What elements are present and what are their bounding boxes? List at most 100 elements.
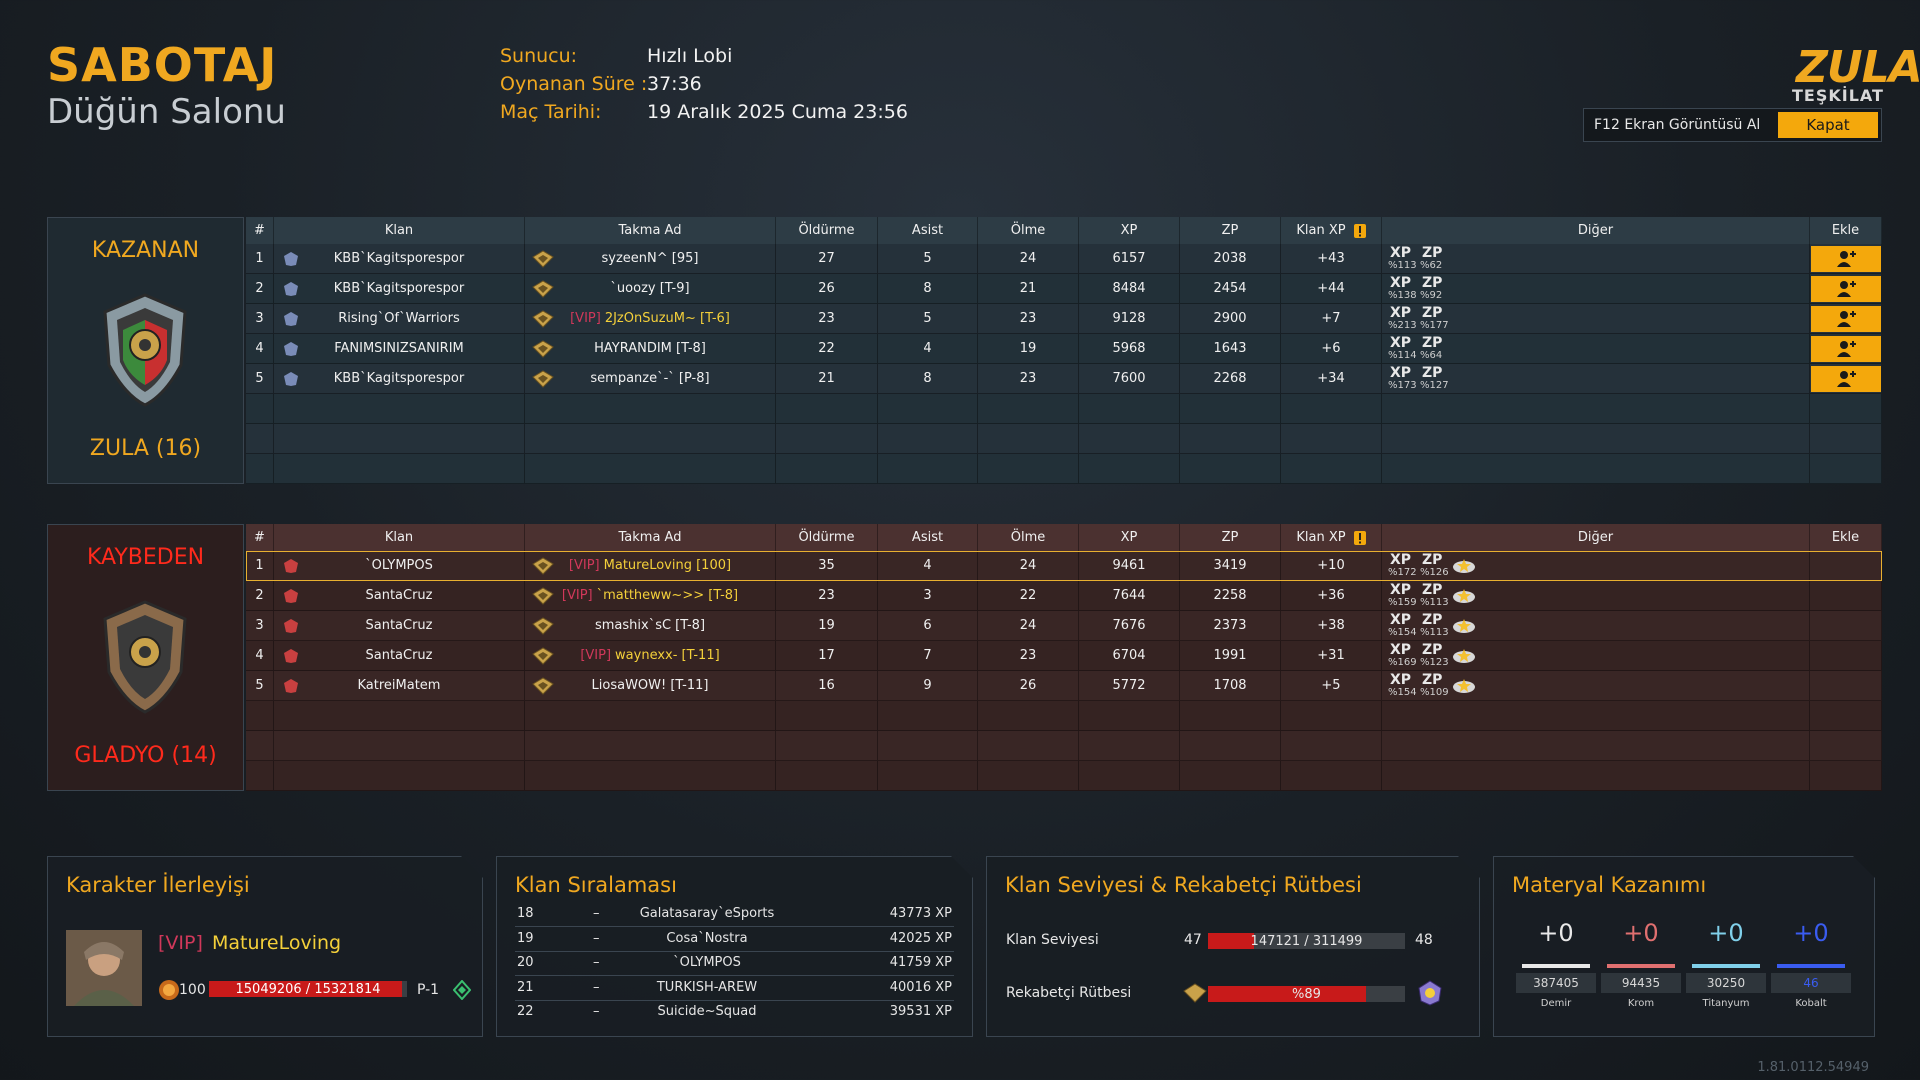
table-cell: 17 (776, 641, 878, 671)
bonus-value: %213 (1388, 319, 1417, 331)
table-cell: +6 (1281, 334, 1382, 364)
cell-text: 8484 (1112, 281, 1146, 296)
table-cell (1180, 761, 1281, 791)
panel-title: Karakter İlerleyişi (66, 873, 250, 897)
material-total: 46 (1771, 973, 1851, 993)
level-bar-fill (1208, 933, 1254, 949)
bonus-value: %92 (1420, 289, 1443, 301)
table-cell: 8 (878, 364, 978, 394)
add-friend-button[interactable] (1811, 306, 1881, 332)
clan-icon (282, 341, 300, 357)
table-cell (1810, 671, 1882, 701)
rank-badge (531, 339, 555, 359)
cell-text: 4 (255, 341, 264, 356)
table-cell: 24 (978, 551, 1079, 581)
close-button[interactable]: Kapat (1778, 112, 1878, 138)
bonus-value: %113 (1420, 596, 1449, 608)
table-cell (776, 761, 878, 791)
table-cell: 26 (978, 671, 1079, 701)
table-cell (525, 424, 776, 454)
clan-name: KBB`Kagitsporespor (333, 281, 465, 296)
clan-name: KatreiMatem (357, 678, 441, 693)
bonus-value: %169 (1388, 656, 1417, 668)
cell-text: 1643 (1213, 341, 1247, 356)
column-header: Takma Ad (525, 524, 776, 551)
table-cell: +34 (1281, 364, 1382, 394)
rank-progress: %89 (1292, 987, 1321, 1002)
add-friend-button[interactable] (1811, 246, 1881, 272)
table-cell: 23 (978, 641, 1079, 671)
table-cell: 4 (246, 641, 274, 671)
table-cell: 5 (878, 244, 978, 274)
add-friend-button[interactable] (1811, 336, 1881, 362)
table-cell: 8 (878, 274, 978, 304)
bonus-value: %109 (1420, 686, 1449, 698)
column-header: # (246, 217, 274, 244)
stars-badge (1452, 617, 1476, 635)
table-cell (274, 424, 525, 454)
table-cell (1281, 424, 1382, 454)
level-icon (158, 979, 180, 1001)
table-cell: 24 (978, 244, 1079, 274)
table-cell (1810, 611, 1882, 641)
bonus: XP %173 (1388, 365, 1418, 393)
game-mode: SABOTAJ (47, 38, 278, 92)
cell-text: 5 (923, 311, 932, 326)
cell-text: 3 (923, 588, 932, 603)
table-cell: 2038 (1180, 244, 1281, 274)
table-cell: 22 (776, 334, 878, 364)
nickname: waynexx- [T-11] (615, 648, 720, 663)
rank-bar-fill (1208, 986, 1366, 1002)
nickname: HAYRANDIM [T-8] (594, 341, 706, 356)
table-cell: 5 (878, 304, 978, 334)
clan-level: 47 (1184, 932, 1202, 948)
table-cell: KBB`Kagitsporespor (274, 244, 525, 274)
clan-xp: 40016 XP (889, 979, 952, 995)
cell-text: 5 (255, 371, 264, 386)
table-cell (1281, 701, 1382, 731)
bonus-value: %126 (1420, 566, 1449, 578)
table-cell (1810, 394, 1882, 424)
bonus: XP %172 (1388, 552, 1418, 580)
bonus: XP %138 (1388, 275, 1418, 303)
table-cell (1810, 454, 1882, 484)
next-rank-icon (1417, 979, 1443, 1007)
rank-badge (531, 249, 555, 269)
table-cell (1281, 394, 1382, 424)
material-total: 387405 (1516, 973, 1596, 993)
table-cell (1382, 424, 1810, 454)
table-cell (274, 454, 525, 484)
table-cell (1281, 731, 1382, 761)
logo-line1: ZULA (1796, 42, 1920, 93)
column-header: Diğer (1382, 217, 1810, 244)
separator: – (593, 955, 600, 970)
table-cell (1180, 454, 1281, 484)
table-cell: `OLYMPOS (274, 551, 525, 581)
add-friend-button[interactable] (1811, 366, 1881, 392)
column-header: Asist (878, 217, 978, 244)
table-cell: 21 (978, 274, 1079, 304)
table-cell: 5772 (1079, 671, 1180, 701)
table-cell: 26 (776, 274, 878, 304)
clan-xp: 43773 XP (889, 906, 952, 921)
cell-text: 22 (1019, 588, 1037, 603)
table-cell: [VIP] MatureLoving [100] (525, 551, 776, 581)
column-header: Klan (274, 524, 525, 551)
cell-text: 23 (1019, 311, 1037, 326)
panel-title: Materyal Kazanımı (1512, 873, 1707, 897)
add-friend-button[interactable] (1811, 276, 1881, 302)
table-cell (776, 454, 878, 484)
bonus-value: %172 (1388, 566, 1417, 578)
info-label: Maç Tarihi: (500, 101, 602, 123)
column-header: Öldürme (776, 524, 878, 551)
cell-text: 24 (1019, 251, 1037, 266)
screenshot-button[interactable]: F12 Ekran Görüntüsü Al (1594, 117, 1761, 133)
bonus: XP %113 (1388, 245, 1418, 273)
stars-badge (1452, 587, 1476, 605)
bonus-value: %62 (1420, 259, 1443, 271)
table-cell (1810, 274, 1882, 304)
separator: – (593, 906, 600, 921)
panel-title: Klan Sıralaması (515, 873, 677, 897)
nickname: smashix`sC [T-8] (594, 618, 706, 633)
table-cell: [VIP] `mattheww~>> [T-8] (525, 581, 776, 611)
